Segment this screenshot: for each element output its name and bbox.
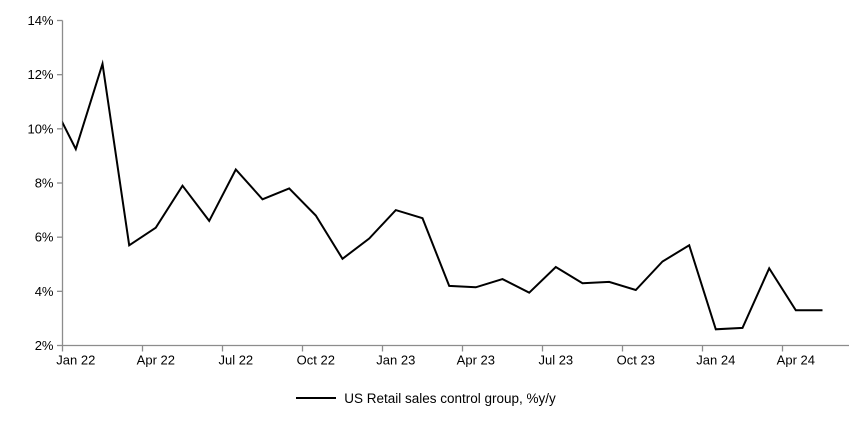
x-tick-label: Jul 22 <box>218 353 253 368</box>
x-tick-label: Jan 23 <box>376 353 415 368</box>
x-tick-label: Apr 22 <box>137 353 175 368</box>
y-tick-label: 4% <box>35 284 54 299</box>
y-tick-label: 14% <box>27 13 53 28</box>
x-tick-label: Jul 23 <box>538 353 573 368</box>
x-tick-label: Apr 23 <box>457 353 495 368</box>
series-line <box>62 59 823 331</box>
chart-legend: US Retail sales control group, %y/y <box>0 388 852 408</box>
y-tick-label: 2% <box>35 338 54 353</box>
y-tick-label: 10% <box>27 121 53 136</box>
y-tick-label: 8% <box>35 176 54 191</box>
legend-line-marker <box>296 397 337 399</box>
y-tick-label: 6% <box>35 230 54 245</box>
x-tick-label: Oct 22 <box>297 353 335 368</box>
x-tick-label: Apr 24 <box>777 353 815 368</box>
x-tick-label: Jan 24 <box>696 353 735 368</box>
x-tick-label: Oct 23 <box>617 353 655 368</box>
y-tick-label: 12% <box>27 67 53 82</box>
x-tick-label: Jan 22 <box>56 353 95 368</box>
legend-label: US Retail sales control group, %y/y <box>344 390 556 406</box>
